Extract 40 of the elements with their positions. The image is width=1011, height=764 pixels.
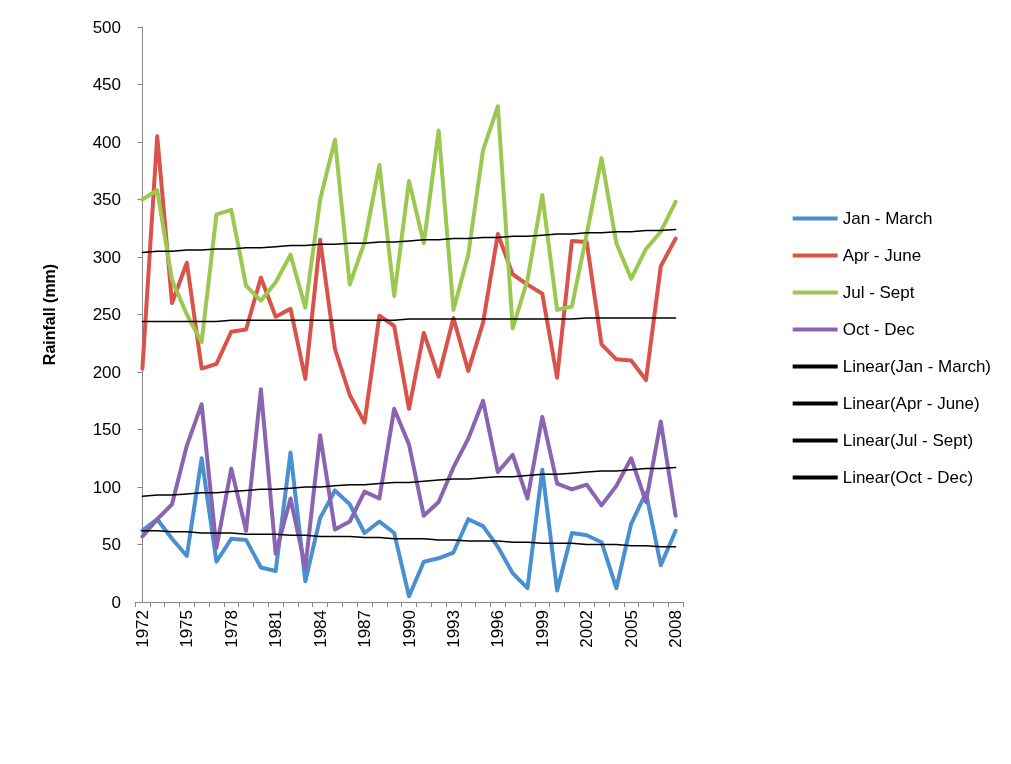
y-tick-label: 100 <box>92 477 121 497</box>
y-tick-label: 400 <box>92 132 121 152</box>
x-tick-label: 2005 <box>621 610 641 648</box>
y-axis-title: Rainfall (mm) <box>40 263 58 366</box>
line-series <box>141 228 677 254</box>
x-tick-label: 1984 <box>310 610 330 648</box>
y-tick-label: 300 <box>92 247 121 267</box>
legend-label: Linear(Oct - Dec) <box>842 468 974 487</box>
x-tick-label: 1987 <box>355 610 375 648</box>
x-tick-label: 1981 <box>266 610 286 648</box>
x-tick-label: 1978 <box>221 610 241 648</box>
line-series <box>140 104 678 345</box>
x-tick-label: 1990 <box>399 610 419 648</box>
x-tick-label: 1999 <box>532 610 552 648</box>
line-series <box>140 134 678 425</box>
legend-label: Apr - June <box>842 246 922 265</box>
y-tick-label: 0 <box>111 592 121 612</box>
y-tick-label: 500 <box>92 17 121 37</box>
x-tick-label: 1993 <box>443 610 463 648</box>
x-tick-label: 2008 <box>666 610 686 648</box>
x-tick-label: 1975 <box>177 610 197 648</box>
legend-label: Linear(Jan - March) <box>842 357 991 376</box>
legend-label: Linear(Jul - Sept) <box>842 431 974 450</box>
x-tick-label: 2002 <box>577 610 597 648</box>
y-tick-label: 150 <box>92 420 121 439</box>
y-tick-label: 200 <box>92 362 121 382</box>
legend-label: Jul - Sept <box>842 283 915 302</box>
legend-label: Linear(Apr - June) <box>842 394 980 413</box>
legend-label: Jan - March <box>842 209 933 228</box>
legend-label: Oct - Dec <box>842 320 915 339</box>
x-tick-label: 1996 <box>488 610 508 648</box>
line-series <box>141 529 677 548</box>
line-series <box>140 387 678 570</box>
y-tick-label: 50 <box>102 535 121 554</box>
x-tick-label: 1972 <box>132 610 152 648</box>
y-tick-label: 450 <box>92 75 121 94</box>
y-tick-label: 350 <box>92 190 121 209</box>
y-tick-label: 250 <box>92 305 121 324</box>
line-series <box>140 450 678 599</box>
line-series <box>141 466 677 497</box>
